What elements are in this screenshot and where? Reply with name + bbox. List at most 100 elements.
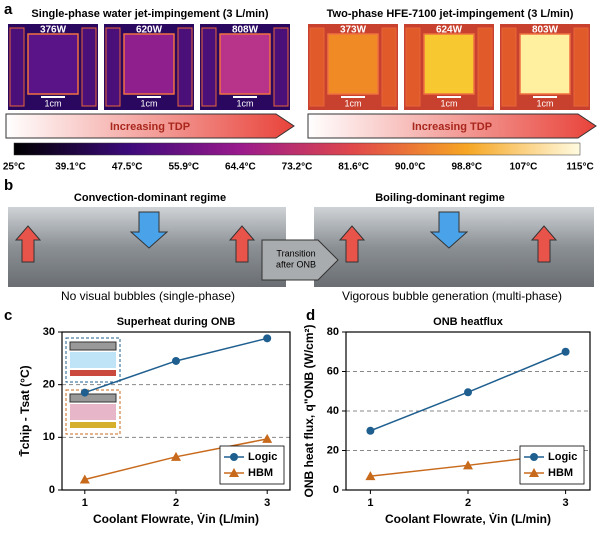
chart-title: Superheat during ONB [117, 316, 236, 328]
thermal-side [573, 27, 589, 107]
power-label: 624W [436, 25, 463, 36]
thermal-side [405, 27, 421, 107]
panel-label: c [4, 307, 12, 324]
transition-label: after ONB [276, 259, 316, 269]
thermal-side [273, 27, 289, 107]
thermal-side [381, 27, 397, 107]
colorbar-label: 81.6°C [338, 162, 369, 173]
caption: Vigorous bubble generation (multi-phase) [342, 289, 562, 303]
inset [65, 337, 121, 435]
scale-label: 1cm [536, 98, 553, 108]
scale-label: 1cm [140, 98, 157, 108]
thermal-side [81, 27, 97, 107]
legend-label: HBM [548, 467, 573, 479]
panel-title: Single-phase water jet-impingement (3 L/… [31, 8, 268, 20]
legend-marker [530, 453, 538, 461]
power-label: 620W [136, 25, 163, 36]
x-tick-label: 2 [173, 497, 179, 509]
thermal-side [477, 27, 493, 107]
thermal-side [177, 27, 193, 107]
x-tick-label: 3 [264, 497, 270, 509]
marker [463, 460, 473, 470]
marker [366, 426, 375, 435]
x-axis-label: Coolant Flowrate, V̇in (L/min) [385, 511, 551, 526]
y-tick-label: 60 [327, 365, 339, 377]
panel-title: Convection-dominant regime [74, 192, 226, 204]
thermal-side [9, 27, 25, 107]
thermal-side [201, 27, 217, 107]
y-tick-label: 0 [49, 484, 55, 496]
y-tick-label: 20 [327, 444, 339, 456]
arrow-label: Increasing TDP [412, 121, 492, 133]
arrow [5, 113, 295, 139]
colorbar-label: 39.1°C [55, 162, 86, 173]
panel-title: Boiling-dominant regime [375, 192, 505, 204]
colorbar-label: 107°C [509, 162, 537, 173]
power-label: 376W [40, 25, 67, 36]
scale-label: 1cm [44, 98, 61, 108]
thermal-core [327, 33, 379, 95]
plot-frame [61, 331, 291, 491]
y-tick-label: 30 [43, 326, 55, 338]
caption: No visual bubbles (single-phase) [61, 289, 235, 303]
thermal-core [27, 33, 79, 95]
thermal-core [423, 33, 475, 95]
x-tick-label: 1 [82, 497, 88, 509]
y-tick-label: 80 [327, 326, 339, 338]
thermal-core [519, 33, 571, 95]
power-label: 373W [340, 25, 367, 36]
colorbar-label: 73.2°C [282, 162, 313, 173]
marker [262, 433, 273, 443]
marker [171, 451, 181, 461]
thermal-core [123, 33, 175, 95]
thermal-side [501, 27, 517, 107]
chart-title: ONB heatflux [433, 316, 504, 328]
colorbar-label: 115°C [566, 162, 593, 173]
y-tick-label: 40 [327, 405, 339, 417]
marker [172, 356, 180, 365]
marker [464, 388, 472, 397]
marker [561, 347, 570, 356]
colorbar-label: 98.8°C [451, 162, 482, 173]
panel-label: a [4, 1, 13, 18]
arrow-label: Increasing TDP [110, 121, 190, 133]
colorbar-label: 47.5°C [112, 162, 143, 173]
y-tick-label: 0 [333, 484, 339, 496]
flow-arrows [14, 211, 558, 281]
x-tick-label: 1 [367, 497, 373, 509]
colorbar [13, 142, 581, 156]
panel-label: d [306, 307, 315, 324]
legend-label: Logic [248, 451, 277, 463]
panel-label: b [4, 177, 13, 194]
thermal-side [105, 27, 121, 107]
scale-label: 1cm [440, 98, 457, 108]
scale-label: 1cm [236, 98, 253, 108]
panel-title: Two-phase HFE-7100 jet-impingement (3 L/… [327, 8, 574, 20]
thermal-core [219, 33, 271, 95]
x-axis-label: Coolant Flowrate, V̇in (L/min) [93, 511, 259, 526]
legend-marker [230, 453, 238, 461]
y-tick-label: 20 [43, 379, 55, 391]
power-label: 803W [532, 25, 559, 36]
plot-frame [345, 331, 591, 491]
legend-label: HBM [248, 467, 273, 479]
colorbar-label: 55.9°C [168, 162, 199, 173]
colorbar-label: 90.0°C [395, 162, 426, 173]
marker [80, 388, 89, 397]
x-tick-label: 3 [563, 497, 569, 509]
legend-marker [229, 468, 239, 477]
marker [263, 334, 272, 343]
legend-box [519, 445, 585, 485]
marker [79, 474, 90, 484]
legend-marker [529, 468, 539, 477]
thermal-side [309, 27, 325, 107]
y-axis-label: ONB heat flux, q"ONB (W/cm²) [302, 324, 316, 497]
scale-label: 1cm [344, 98, 361, 108]
legend-box [219, 445, 285, 485]
x-tick-label: 2 [465, 497, 471, 509]
colorbar-label: 64.4°C [225, 162, 256, 173]
marker [365, 471, 376, 481]
transition-label: Transition [276, 248, 315, 258]
y-axis-label: T̄chip - Tsat (°C) [18, 365, 32, 456]
